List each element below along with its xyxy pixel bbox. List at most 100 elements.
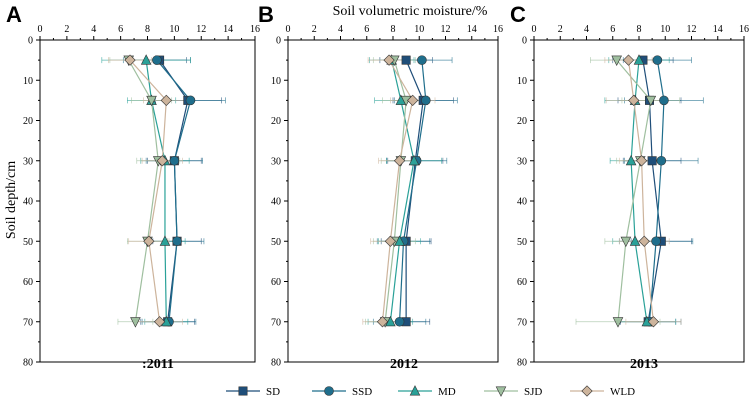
panel-letter-c: C (510, 2, 526, 27)
x-tick-label: 16 (739, 24, 749, 35)
data-point-ssd (417, 55, 427, 65)
y-tick-label: 80 (517, 358, 527, 369)
legend-item-wld: WLD (570, 385, 635, 398)
x-tick-label: 2 (558, 24, 563, 35)
data-point-wld (622, 54, 635, 66)
x-tick-label: 14 (467, 24, 477, 35)
legend-label: MD (438, 386, 456, 398)
y-tick-label: 30 (271, 156, 281, 167)
data-point-md (625, 154, 637, 166)
x-tick-label: 12 (687, 24, 697, 35)
y-tick-label: 70 (271, 317, 281, 328)
data-point-wld (383, 54, 395, 66)
year-label-2012: 2012 (390, 357, 418, 372)
x-tick-label: 2 (312, 24, 317, 35)
x-tick-label: 10 (660, 24, 670, 35)
legend-marker (238, 386, 248, 396)
year-label-2011: :2011 (142, 357, 174, 372)
panel-letter-b: B (258, 2, 274, 27)
x-tick-label: 6 (118, 24, 123, 35)
y-tick-label: 40 (23, 197, 33, 208)
y-tick-label: 50 (271, 237, 281, 248)
x-tick-label: 10 (169, 24, 179, 35)
y-tick-label: 40 (271, 197, 281, 208)
legend-marker (581, 385, 593, 397)
x-tick-label: 16 (493, 24, 503, 35)
data-point-sjd (645, 95, 657, 107)
y-tick-label: 20 (271, 116, 281, 127)
x-tick-label: 14 (713, 24, 723, 35)
x-axis-title: Soil volumetric moisture/% (333, 4, 488, 19)
x-tick-label: 8 (391, 24, 396, 35)
plot-frame (533, 39, 745, 363)
y-tick-label: 0 (28, 36, 33, 47)
legend: SD SSD MD SJD WLD (226, 385, 635, 398)
legend-item-sd: SD (226, 386, 280, 398)
data-point-sd (401, 55, 411, 65)
data-point-wld (124, 54, 136, 66)
data-point-wld (393, 155, 406, 167)
y-tick-label: 10 (271, 76, 281, 87)
x-tick-label: 2 (64, 24, 69, 35)
panel-letter-a: A (6, 2, 22, 27)
y-tick-label: 50 (517, 237, 527, 248)
x-tick-label: 12 (196, 24, 206, 35)
x-tick-label: 4 (338, 24, 343, 35)
data-point-ssd (169, 155, 180, 166)
data-point-wld (636, 155, 648, 167)
data-point-sjd (130, 317, 141, 328)
y-tick-label: 30 (517, 156, 527, 167)
x-tick-label: 0 (532, 24, 537, 35)
y-axis-title: Soil depth/cm (4, 161, 19, 239)
x-tick-label: 6 (610, 24, 615, 35)
y-tick-label: 10 (23, 76, 33, 87)
x-tick-label: 4 (91, 24, 96, 35)
data-point-ssd (656, 155, 667, 166)
data-point-wld (156, 155, 168, 167)
data-point-sjd (611, 55, 622, 66)
data-point-ssd (652, 55, 663, 65)
chart-panel-2013: 0 2 4 6 8 10 12 14 16 0 10 20 30 40 50 60 70 80 (517, 24, 749, 369)
legend-item-sjd: SJD (484, 386, 542, 398)
x-tick-label: 0 (38, 24, 43, 35)
plot-frame (287, 39, 499, 363)
data-point-ssd (152, 55, 162, 65)
y-tick-label: 0 (522, 36, 527, 47)
y-tick-label: 70 (517, 317, 527, 328)
y-tick-label: 60 (517, 277, 527, 288)
y-tick-label: 70 (23, 317, 33, 328)
legend-label: WLD (610, 386, 635, 398)
x-tick-label: 16 (250, 24, 260, 35)
x-tick-label: 0 (286, 24, 291, 35)
data-point-md (408, 154, 420, 166)
y-tick-label: 60 (23, 277, 33, 288)
x-tick-label: 8 (145, 24, 150, 35)
data-point-md (629, 235, 641, 246)
y-tick-label: 60 (271, 277, 281, 288)
y-tick-label: 20 (517, 116, 527, 127)
data-point-sjd (612, 317, 624, 328)
y-tick-label: 10 (517, 76, 527, 87)
legend-item-md: MD (398, 385, 456, 398)
data-point-sjd (146, 95, 157, 107)
legend-item-ssd: SSD (312, 386, 372, 398)
data-point-wld (638, 235, 650, 247)
y-tick-label: 40 (517, 197, 527, 208)
x-tick-label: 6 (364, 24, 369, 35)
x-tick-label: 4 (584, 24, 589, 35)
legend-label: SD (266, 386, 280, 398)
y-tick-label: 20 (23, 116, 33, 127)
y-tick-label: 50 (23, 237, 33, 248)
legend-marker (495, 386, 507, 397)
data-point-wld (153, 316, 166, 328)
data-point-wld (384, 235, 396, 247)
data-point-ssd (421, 95, 431, 106)
y-tick-label: 0 (276, 36, 281, 47)
year-label-2013: 2013 (630, 357, 658, 372)
x-tick-label: 10 (414, 24, 424, 35)
x-tick-label: 12 (441, 24, 451, 35)
data-point-wld (143, 235, 155, 247)
y-tick-label: 30 (23, 156, 33, 167)
data-point-ssd (172, 236, 182, 247)
